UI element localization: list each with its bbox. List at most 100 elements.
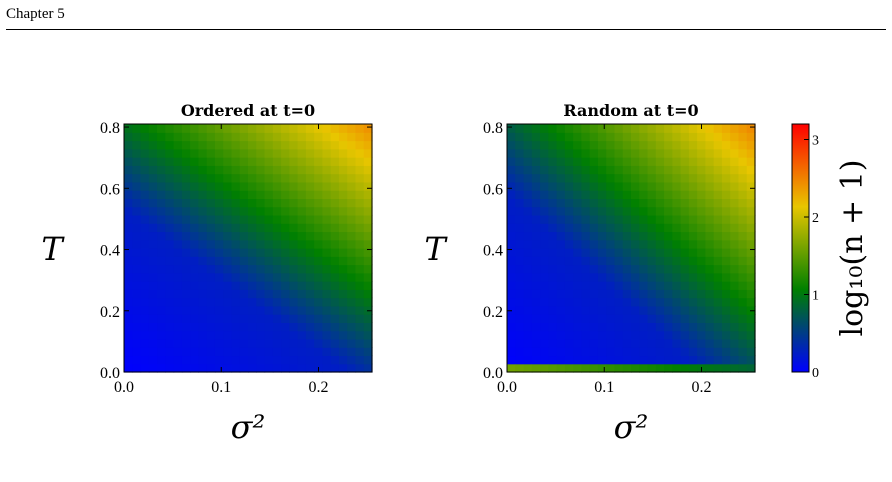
heatmap-cell bbox=[697, 157, 706, 166]
heatmap-cell bbox=[132, 181, 142, 191]
heatmap-cell bbox=[664, 157, 673, 166]
heatmap-cell bbox=[124, 272, 133, 282]
heatmap-cell bbox=[548, 272, 558, 282]
heatmap-cell bbox=[688, 338, 698, 348]
heatmap-cell bbox=[347, 264, 357, 274]
heatmap-cell bbox=[173, 264, 183, 274]
heatmap-cell bbox=[614, 214, 624, 224]
heatmap-cell bbox=[223, 140, 233, 150]
heatmap-cell bbox=[347, 289, 357, 299]
heatmap-cell bbox=[639, 190, 649, 199]
heatmap-cell bbox=[198, 198, 208, 208]
heatmap-cell bbox=[564, 322, 574, 332]
heatmap-cell bbox=[165, 281, 175, 290]
heatmap-cell bbox=[515, 338, 525, 348]
heatmap-cell bbox=[173, 314, 183, 323]
heatmap-cell bbox=[564, 347, 574, 357]
heatmap-cell bbox=[597, 322, 607, 332]
heatmap-cell bbox=[223, 363, 233, 373]
heatmap-cell bbox=[564, 173, 574, 183]
heatmap-cell bbox=[256, 256, 266, 266]
heatmap-cell bbox=[165, 140, 175, 150]
panel-title: Ordered at t=0 bbox=[181, 101, 315, 120]
heatmap-cell bbox=[173, 297, 183, 307]
heatmap-cell bbox=[507, 132, 516, 142]
heatmap-cell bbox=[507, 363, 516, 373]
heatmap-cell bbox=[297, 347, 307, 357]
heatmap-cell bbox=[272, 314, 282, 323]
heatmap-cell bbox=[713, 322, 723, 332]
heatmap-cell bbox=[597, 272, 607, 282]
heatmap-cell bbox=[239, 289, 249, 299]
heatmap-cell bbox=[631, 190, 640, 199]
heatmap-cell bbox=[231, 140, 241, 150]
heatmap-cell bbox=[713, 190, 723, 199]
heatmap-cell bbox=[165, 165, 175, 175]
heatmap-cell bbox=[515, 355, 525, 365]
heatmap-cell bbox=[181, 165, 191, 175]
heatmap-cell bbox=[746, 355, 756, 365]
heatmap-cell bbox=[597, 173, 607, 183]
heatmap-cell bbox=[597, 281, 607, 290]
heatmap-cell bbox=[705, 347, 715, 357]
heatmap-cell bbox=[523, 330, 533, 340]
heatmap-cell bbox=[655, 157, 665, 166]
heatmap-cell bbox=[347, 314, 357, 323]
heatmap-cell bbox=[297, 305, 307, 315]
heatmap-cell bbox=[589, 347, 599, 357]
heatmap-cell bbox=[581, 165, 591, 175]
heatmap-cell bbox=[705, 198, 715, 208]
heatmap-cell bbox=[305, 248, 315, 257]
heatmap-cell bbox=[264, 165, 274, 175]
heatmap-cell bbox=[281, 281, 290, 290]
heatmap-cell bbox=[713, 272, 723, 282]
heatmap-cell bbox=[556, 305, 566, 315]
heatmap-cell bbox=[173, 256, 183, 266]
heatmap-cell bbox=[190, 347, 199, 357]
heatmap-cell bbox=[647, 231, 657, 241]
heatmap-cell bbox=[173, 281, 183, 290]
heatmap-cell bbox=[688, 363, 698, 373]
heatmap-cell bbox=[314, 231, 323, 241]
heatmap-cell bbox=[281, 198, 290, 208]
heatmap-cell bbox=[573, 173, 582, 183]
heatmap-cell bbox=[264, 256, 274, 266]
heatmap-cell bbox=[721, 198, 731, 208]
heatmap-cell bbox=[507, 206, 516, 216]
heatmap-cell bbox=[223, 132, 233, 142]
heatmap-cell bbox=[198, 157, 208, 166]
heatmap-cell bbox=[297, 140, 307, 150]
heatmap-cell bbox=[540, 132, 549, 142]
heatmap-cell bbox=[140, 173, 150, 183]
heatmap-cell bbox=[647, 322, 657, 332]
heatmap-cell bbox=[297, 181, 307, 191]
heatmap-cell bbox=[223, 297, 233, 307]
heatmap-cell bbox=[705, 355, 715, 365]
heatmap-cell bbox=[297, 231, 307, 241]
heatmap-cell bbox=[540, 214, 549, 224]
heatmap-cell bbox=[647, 256, 657, 266]
heatmap-cell bbox=[347, 322, 357, 332]
heatmap-cell bbox=[746, 347, 756, 357]
heatmap-cell bbox=[540, 206, 549, 216]
heatmap-cell bbox=[713, 239, 723, 249]
heatmap-cell bbox=[297, 264, 307, 274]
heatmap-cell bbox=[289, 264, 299, 274]
heatmap-cell bbox=[680, 330, 690, 340]
heatmap-cell bbox=[556, 322, 566, 332]
heatmap-cell bbox=[181, 239, 191, 249]
heatmap-cell bbox=[655, 231, 665, 241]
heatmap-cell bbox=[606, 231, 616, 241]
heatmap-cell bbox=[540, 157, 549, 166]
heatmap-cell bbox=[132, 165, 142, 175]
heatmap-cell bbox=[239, 223, 249, 233]
heatmap-cell bbox=[248, 347, 257, 357]
heatmap-cell bbox=[272, 256, 282, 266]
heatmap-cell bbox=[231, 231, 241, 241]
heatmap-cell bbox=[272, 330, 282, 340]
heatmap-cell bbox=[173, 206, 183, 216]
heatmap-cell bbox=[355, 289, 365, 299]
heatmap-cell bbox=[705, 173, 715, 183]
heatmap-cell bbox=[297, 281, 307, 290]
heatmap-cell bbox=[231, 281, 241, 290]
